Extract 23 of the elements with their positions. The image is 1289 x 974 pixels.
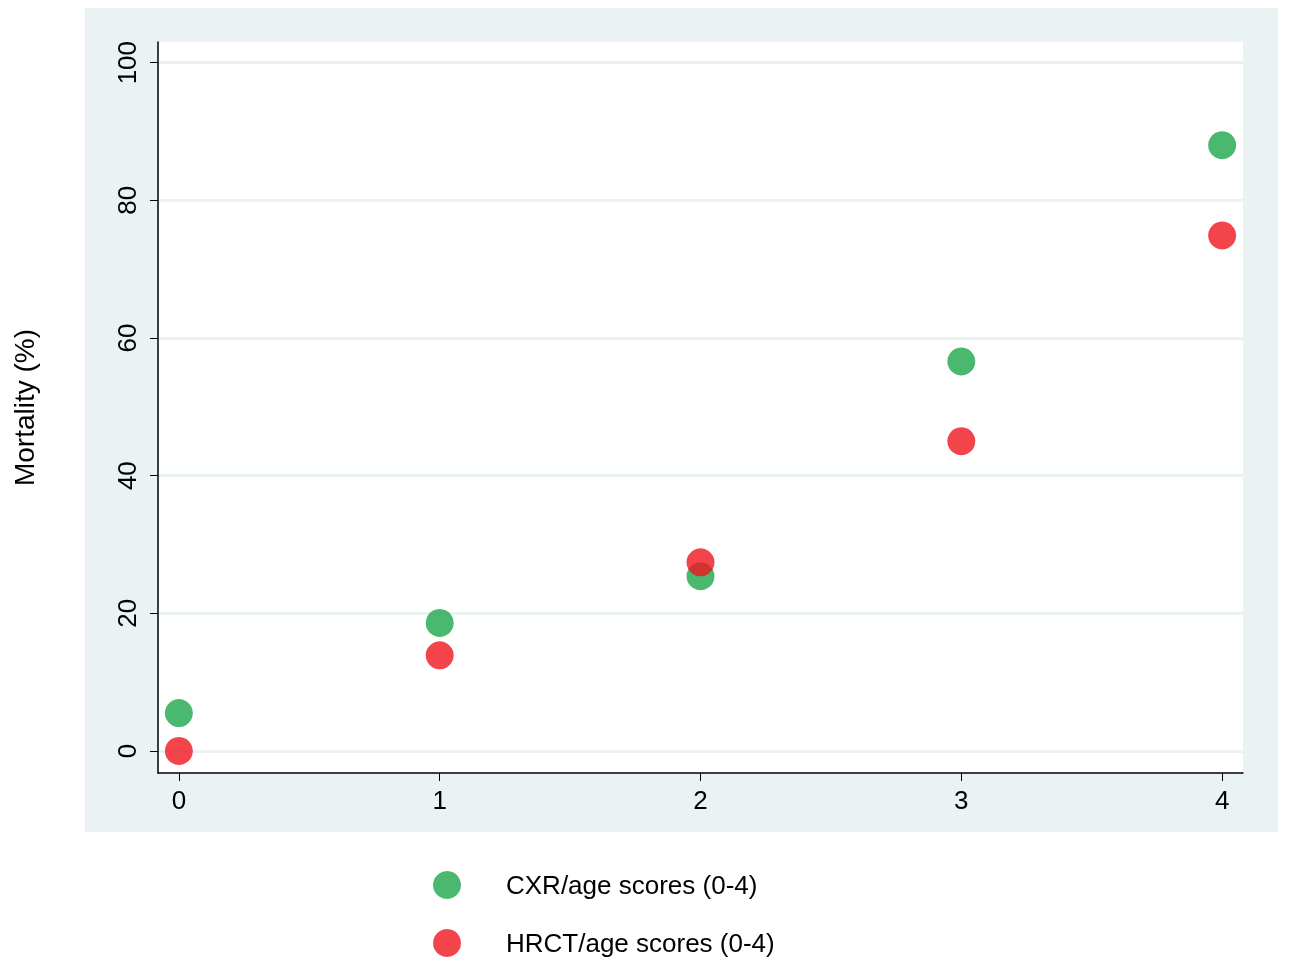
point bbox=[425, 641, 454, 670]
point bbox=[947, 427, 976, 456]
point bbox=[1208, 221, 1237, 250]
x-tick-label: 3 bbox=[954, 785, 969, 815]
y-tick-label: 0 bbox=[112, 743, 142, 759]
point bbox=[164, 736, 193, 765]
legend-label: HRCT/age scores (0-4) bbox=[506, 928, 775, 958]
point bbox=[425, 608, 454, 637]
point bbox=[1208, 131, 1237, 160]
x-tick-label: 4 bbox=[1214, 785, 1230, 815]
point bbox=[686, 548, 715, 577]
y-tick-label: 40 bbox=[112, 461, 142, 491]
x-tick-label: 1 bbox=[432, 785, 447, 815]
legend-label: CXR/age scores (0-4) bbox=[506, 870, 758, 900]
point bbox=[947, 347, 976, 376]
x-tick-label: 0 bbox=[171, 785, 187, 815]
point bbox=[164, 699, 193, 728]
y-tick-label: 60 bbox=[112, 323, 142, 353]
y-tick-label: 20 bbox=[112, 598, 142, 628]
y-axis-title: Mortality (%) bbox=[8, 328, 40, 487]
y-tick-label: 100 bbox=[112, 40, 142, 85]
x-tick-label: 2 bbox=[693, 785, 708, 815]
y-tick-label: 80 bbox=[112, 185, 142, 215]
